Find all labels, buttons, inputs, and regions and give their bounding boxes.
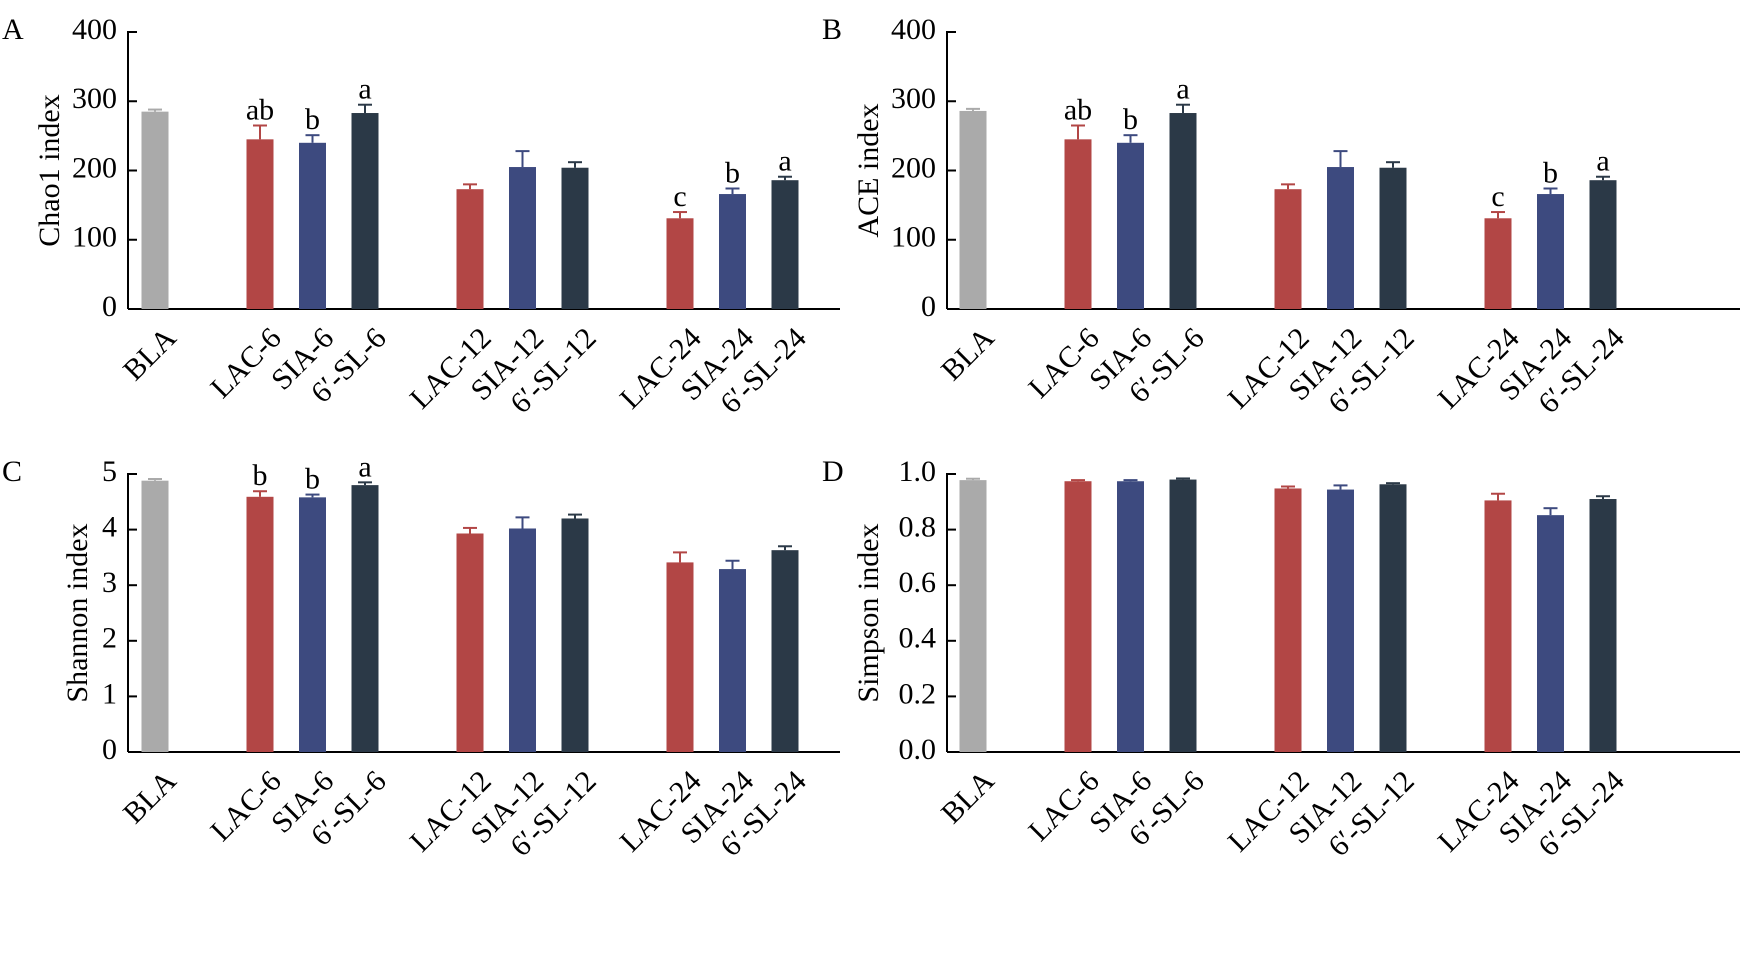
y-tick-label: 1.0 (899, 455, 937, 488)
bar-sia-12 (509, 167, 536, 309)
bar-lac-6 (1064, 139, 1092, 309)
y-tick-label: 0.4 (899, 622, 937, 655)
y-tick-label: 100 (72, 221, 117, 254)
bar-sia-24 (719, 569, 746, 752)
bar-bla (959, 110, 987, 309)
bar-lac-12 (1274, 488, 1302, 752)
y-tick-label: 0 (921, 290, 936, 323)
y-tick-label: 300 (891, 82, 936, 115)
bar-sia-24 (719, 194, 746, 309)
y-tick-label: 0.2 (899, 677, 937, 710)
y-tick-label: 2 (102, 622, 117, 655)
bar-6-sl-24 (771, 550, 799, 752)
bar-6-sl-24 (1589, 180, 1617, 309)
y-axis-label: Shannon index (61, 523, 94, 702)
bar-lac-6 (246, 139, 274, 309)
bar-bla (959, 480, 987, 752)
bar-6-sl-6 (351, 113, 379, 310)
panel-letter: A (2, 13, 24, 46)
y-tick-label: 0 (102, 290, 117, 323)
significance-label: b (725, 157, 740, 190)
bar-sia-12 (509, 528, 536, 752)
y-tick-label: 200 (891, 151, 936, 184)
significance-label: ab (1064, 93, 1092, 126)
panel-letter: C (2, 455, 22, 488)
bar-sia-6 (1117, 481, 1144, 752)
bar-lac-6 (1064, 481, 1092, 752)
bar-lac-24 (1484, 218, 1512, 309)
bar-bla (141, 111, 169, 309)
bar-6-sl-6 (1169, 113, 1197, 310)
bar-lac-24 (1484, 500, 1512, 752)
bar-bla (141, 480, 169, 752)
bar-6-sl-12 (561, 167, 589, 309)
x-tick-label: BLA (935, 321, 1001, 387)
bar-sia-6 (299, 142, 326, 309)
y-tick-label: 300 (72, 82, 117, 115)
bar-6-sl-24 (1589, 499, 1617, 752)
bar-lac-12 (456, 533, 484, 752)
bar-lac-6 (246, 496, 274, 752)
y-tick-label: 0 (102, 733, 117, 766)
bar-lac-12 (456, 189, 484, 309)
y-axis-label: Simpson index (852, 523, 885, 702)
x-tick-label: BLA (935, 764, 1001, 830)
bar-6-sl-6 (351, 485, 379, 752)
significance-label: b (1543, 157, 1558, 190)
bar-sia-24 (1537, 515, 1564, 752)
significance-label: a (1596, 145, 1609, 178)
significance-label: c (1491, 180, 1504, 213)
x-tick-label: BLA (117, 321, 183, 387)
y-tick-label: 5 (102, 455, 117, 488)
bar-6-sl-12 (1379, 167, 1407, 309)
significance-label: a (358, 73, 371, 106)
bar-sia-12 (1327, 167, 1354, 309)
significance-label: a (778, 145, 791, 178)
panel-letter: B (822, 13, 842, 46)
significance-label: a (358, 450, 371, 483)
panel-letter: D (822, 455, 844, 488)
y-tick-label: 0.0 (899, 733, 937, 766)
y-tick-label: 200 (72, 151, 117, 184)
bar-lac-24 (666, 218, 694, 309)
bar-6-sl-6 (1169, 479, 1197, 752)
bar-sia-6 (1117, 142, 1144, 309)
y-tick-label: 1 (102, 677, 117, 710)
y-tick-label: 0.6 (899, 566, 937, 599)
significance-label: ab (246, 93, 274, 126)
significance-label: b (305, 463, 320, 496)
significance-label: c (673, 180, 686, 213)
significance-label: b (305, 103, 320, 136)
bar-6-sl-12 (561, 518, 589, 752)
y-tick-label: 0.8 (899, 510, 937, 543)
x-tick-label: BLA (117, 764, 183, 830)
y-tick-label: 400 (72, 13, 117, 46)
bar-sia-24 (1537, 194, 1564, 309)
y-tick-label: 4 (102, 510, 117, 543)
significance-label: a (1176, 73, 1189, 106)
y-axis-label: Chao1 index (33, 94, 66, 246)
y-tick-label: 100 (891, 221, 936, 254)
bar-sia-12 (1327, 489, 1354, 752)
y-axis-label: ACE index (852, 103, 885, 237)
bar-6-sl-24 (771, 180, 799, 309)
bar-sia-6 (299, 497, 326, 752)
y-tick-label: 3 (102, 566, 117, 599)
bar-lac-24 (666, 562, 694, 752)
significance-label: b (253, 459, 268, 492)
bar-lac-12 (1274, 189, 1302, 309)
bar-6-sl-12 (1379, 484, 1407, 752)
significance-label: b (1123, 103, 1138, 136)
y-tick-label: 400 (891, 13, 936, 46)
